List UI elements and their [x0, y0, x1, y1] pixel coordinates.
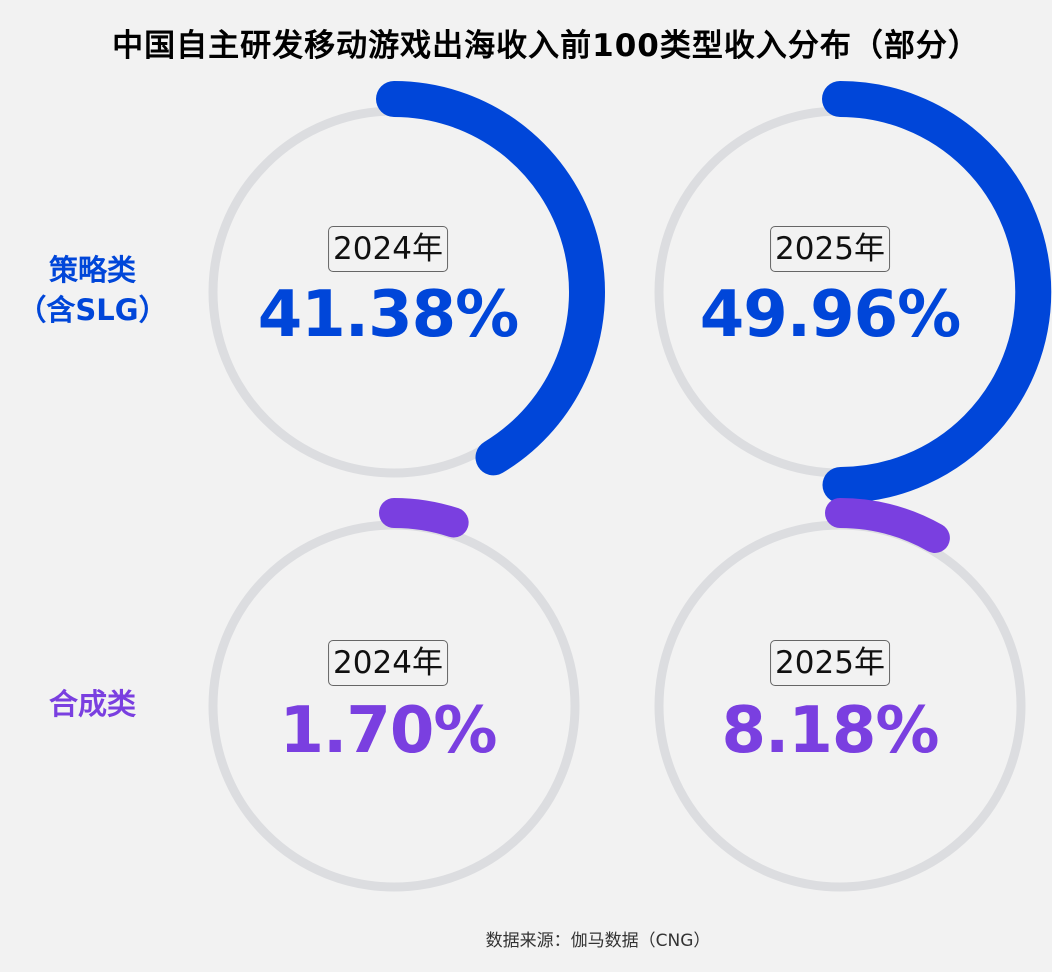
ring-progress-merge-2025	[825, 498, 950, 553]
row-label-strategy-line2: （含SLG）	[17, 293, 168, 327]
row-label-merge-line1: 合成类	[48, 687, 136, 721]
row-label-strategy-line1: 策略类	[48, 253, 136, 287]
ring-progress-strategy-2024	[376, 81, 605, 476]
pct-label-strategy-2024: 41.38%	[257, 278, 520, 352]
pct-label-merge-2024: 1.70%	[279, 694, 497, 768]
data-source: 数据来源：伽马数据（CNG）	[485, 931, 711, 951]
chart-title: 中国自主研发移动游戏出海收入前100类型收入分布（部分）	[112, 28, 980, 64]
year-label-strategy-2025: 2025年	[770, 226, 890, 272]
row-label-merge: 合成类	[0, 684, 185, 724]
year-label-merge-2024: 2024年	[328, 640, 448, 686]
row-label-strategy: 策略类 （含SLG）	[0, 250, 185, 330]
pct-label-merge-2025: 8.18%	[721, 694, 939, 768]
year-label-strategy-2024: 2024年	[328, 226, 448, 272]
pct-label-strategy-2025: 49.96%	[699, 278, 962, 352]
year-label-merge-2025: 2025年	[770, 640, 890, 686]
ring-progress-merge-2024	[379, 498, 469, 538]
ring-progress-strategy-2025	[822, 81, 1052, 503]
